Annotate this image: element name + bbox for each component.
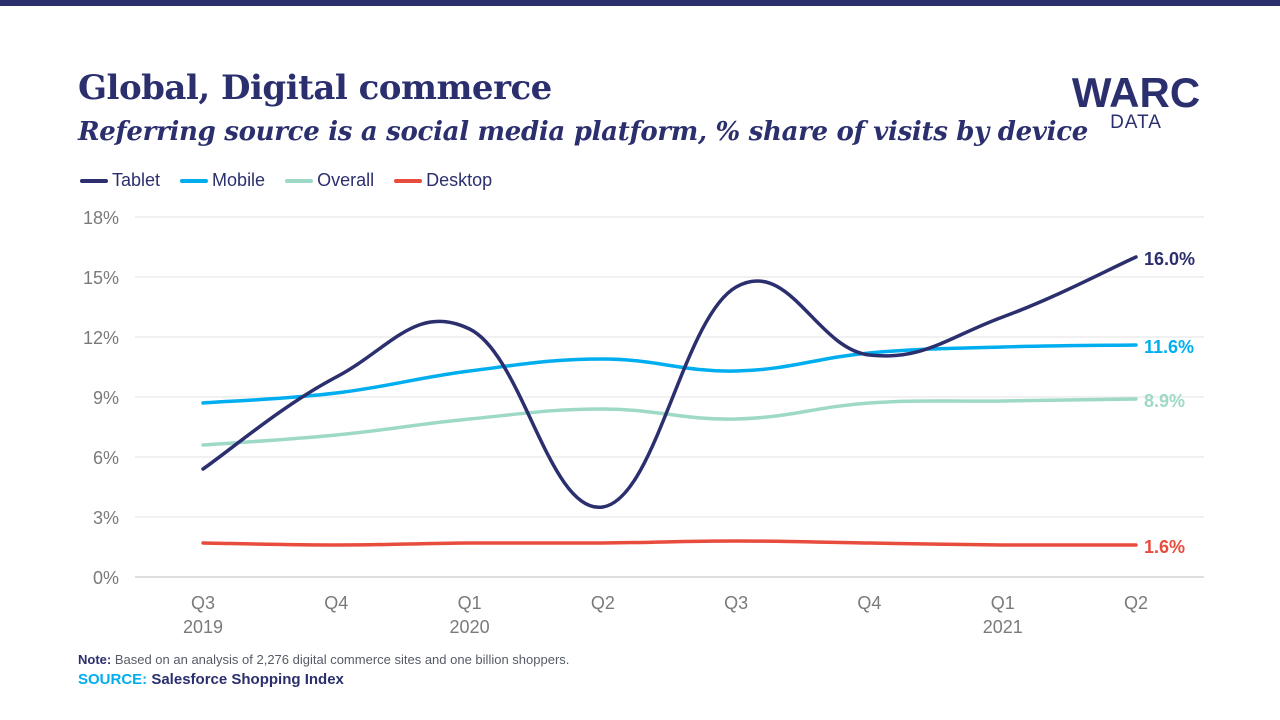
legend-label: Mobile [212, 170, 266, 190]
x-tick-label: Q4 [324, 593, 348, 613]
x-year-label: 2019 [183, 617, 223, 637]
end-label-desktop: 1.6% [1144, 537, 1185, 557]
logo-wordmark: WARC [1071, 69, 1201, 116]
legend-item-mobile: Mobile [180, 170, 265, 191]
series-line-mobile [201, 343, 1138, 405]
y-tick-label: 6% [93, 448, 119, 468]
x-tick-label: Q3 [724, 593, 748, 613]
legend-swatch [80, 178, 108, 183]
end-label-overall: 8.9% [1144, 391, 1185, 411]
series-line-overall [201, 397, 1138, 447]
series-line-tablet [201, 255, 1138, 509]
legend-item-overall: Overall [285, 170, 374, 191]
y-tick-label: 18% [83, 208, 119, 228]
legend-label: Desktop [426, 170, 493, 190]
y-tick-label: 15% [83, 268, 119, 288]
y-tick-label: 9% [93, 388, 119, 408]
chart-subtitle: Referring source is a social media platf… [78, 117, 1089, 147]
x-tick-label: Q1 [458, 593, 482, 613]
legend-swatch [285, 178, 314, 183]
legend-item-tablet: Tablet [80, 170, 160, 191]
legend-label: Overall [317, 170, 375, 190]
x-year-label: 2021 [983, 617, 1023, 637]
x-tick-label: Q2 [1124, 593, 1148, 613]
x-tick-label: Q1 [991, 593, 1015, 613]
end-label-tablet: 16.0% [1144, 249, 1195, 269]
legend-item-desktop: Desktop [394, 170, 492, 191]
chart-title: Global, Digital commerce [78, 68, 552, 108]
legend-swatch [180, 178, 209, 183]
warc-data-logo: WARC DATA [1066, 72, 1206, 133]
x-tick-label: Q3 [191, 593, 215, 613]
x-tick-label: Q2 [591, 593, 615, 613]
source-line: SOURCE: Salesforce Shopping Index [78, 671, 344, 688]
top-accent-bar [0, 0, 1280, 6]
source-text: Salesforce Shopping Index [147, 671, 344, 688]
y-tick-label: 12% [83, 328, 119, 348]
source-label: SOURCE: [78, 671, 148, 688]
legend-label: Tablet [112, 170, 161, 190]
series-line-desktop [201, 539, 1138, 547]
legend-swatch [394, 178, 423, 183]
logo-subtext: DATA [1110, 112, 1162, 133]
y-tick-label: 0% [93, 568, 119, 588]
footnote: Note: Based on an analysis of 2,276 digi… [78, 652, 569, 667]
note-label: Note: [78, 652, 112, 667]
chart-legend: Tablet Mobile Overall Desktop [80, 170, 512, 191]
end-label-mobile: 11.6% [1144, 337, 1194, 357]
note-text: Based on an analysis of 2,276 digital co… [111, 652, 570, 667]
x-tick-label: Q4 [857, 593, 881, 613]
y-tick-label: 3% [93, 508, 119, 528]
x-year-label: 2020 [450, 617, 490, 637]
